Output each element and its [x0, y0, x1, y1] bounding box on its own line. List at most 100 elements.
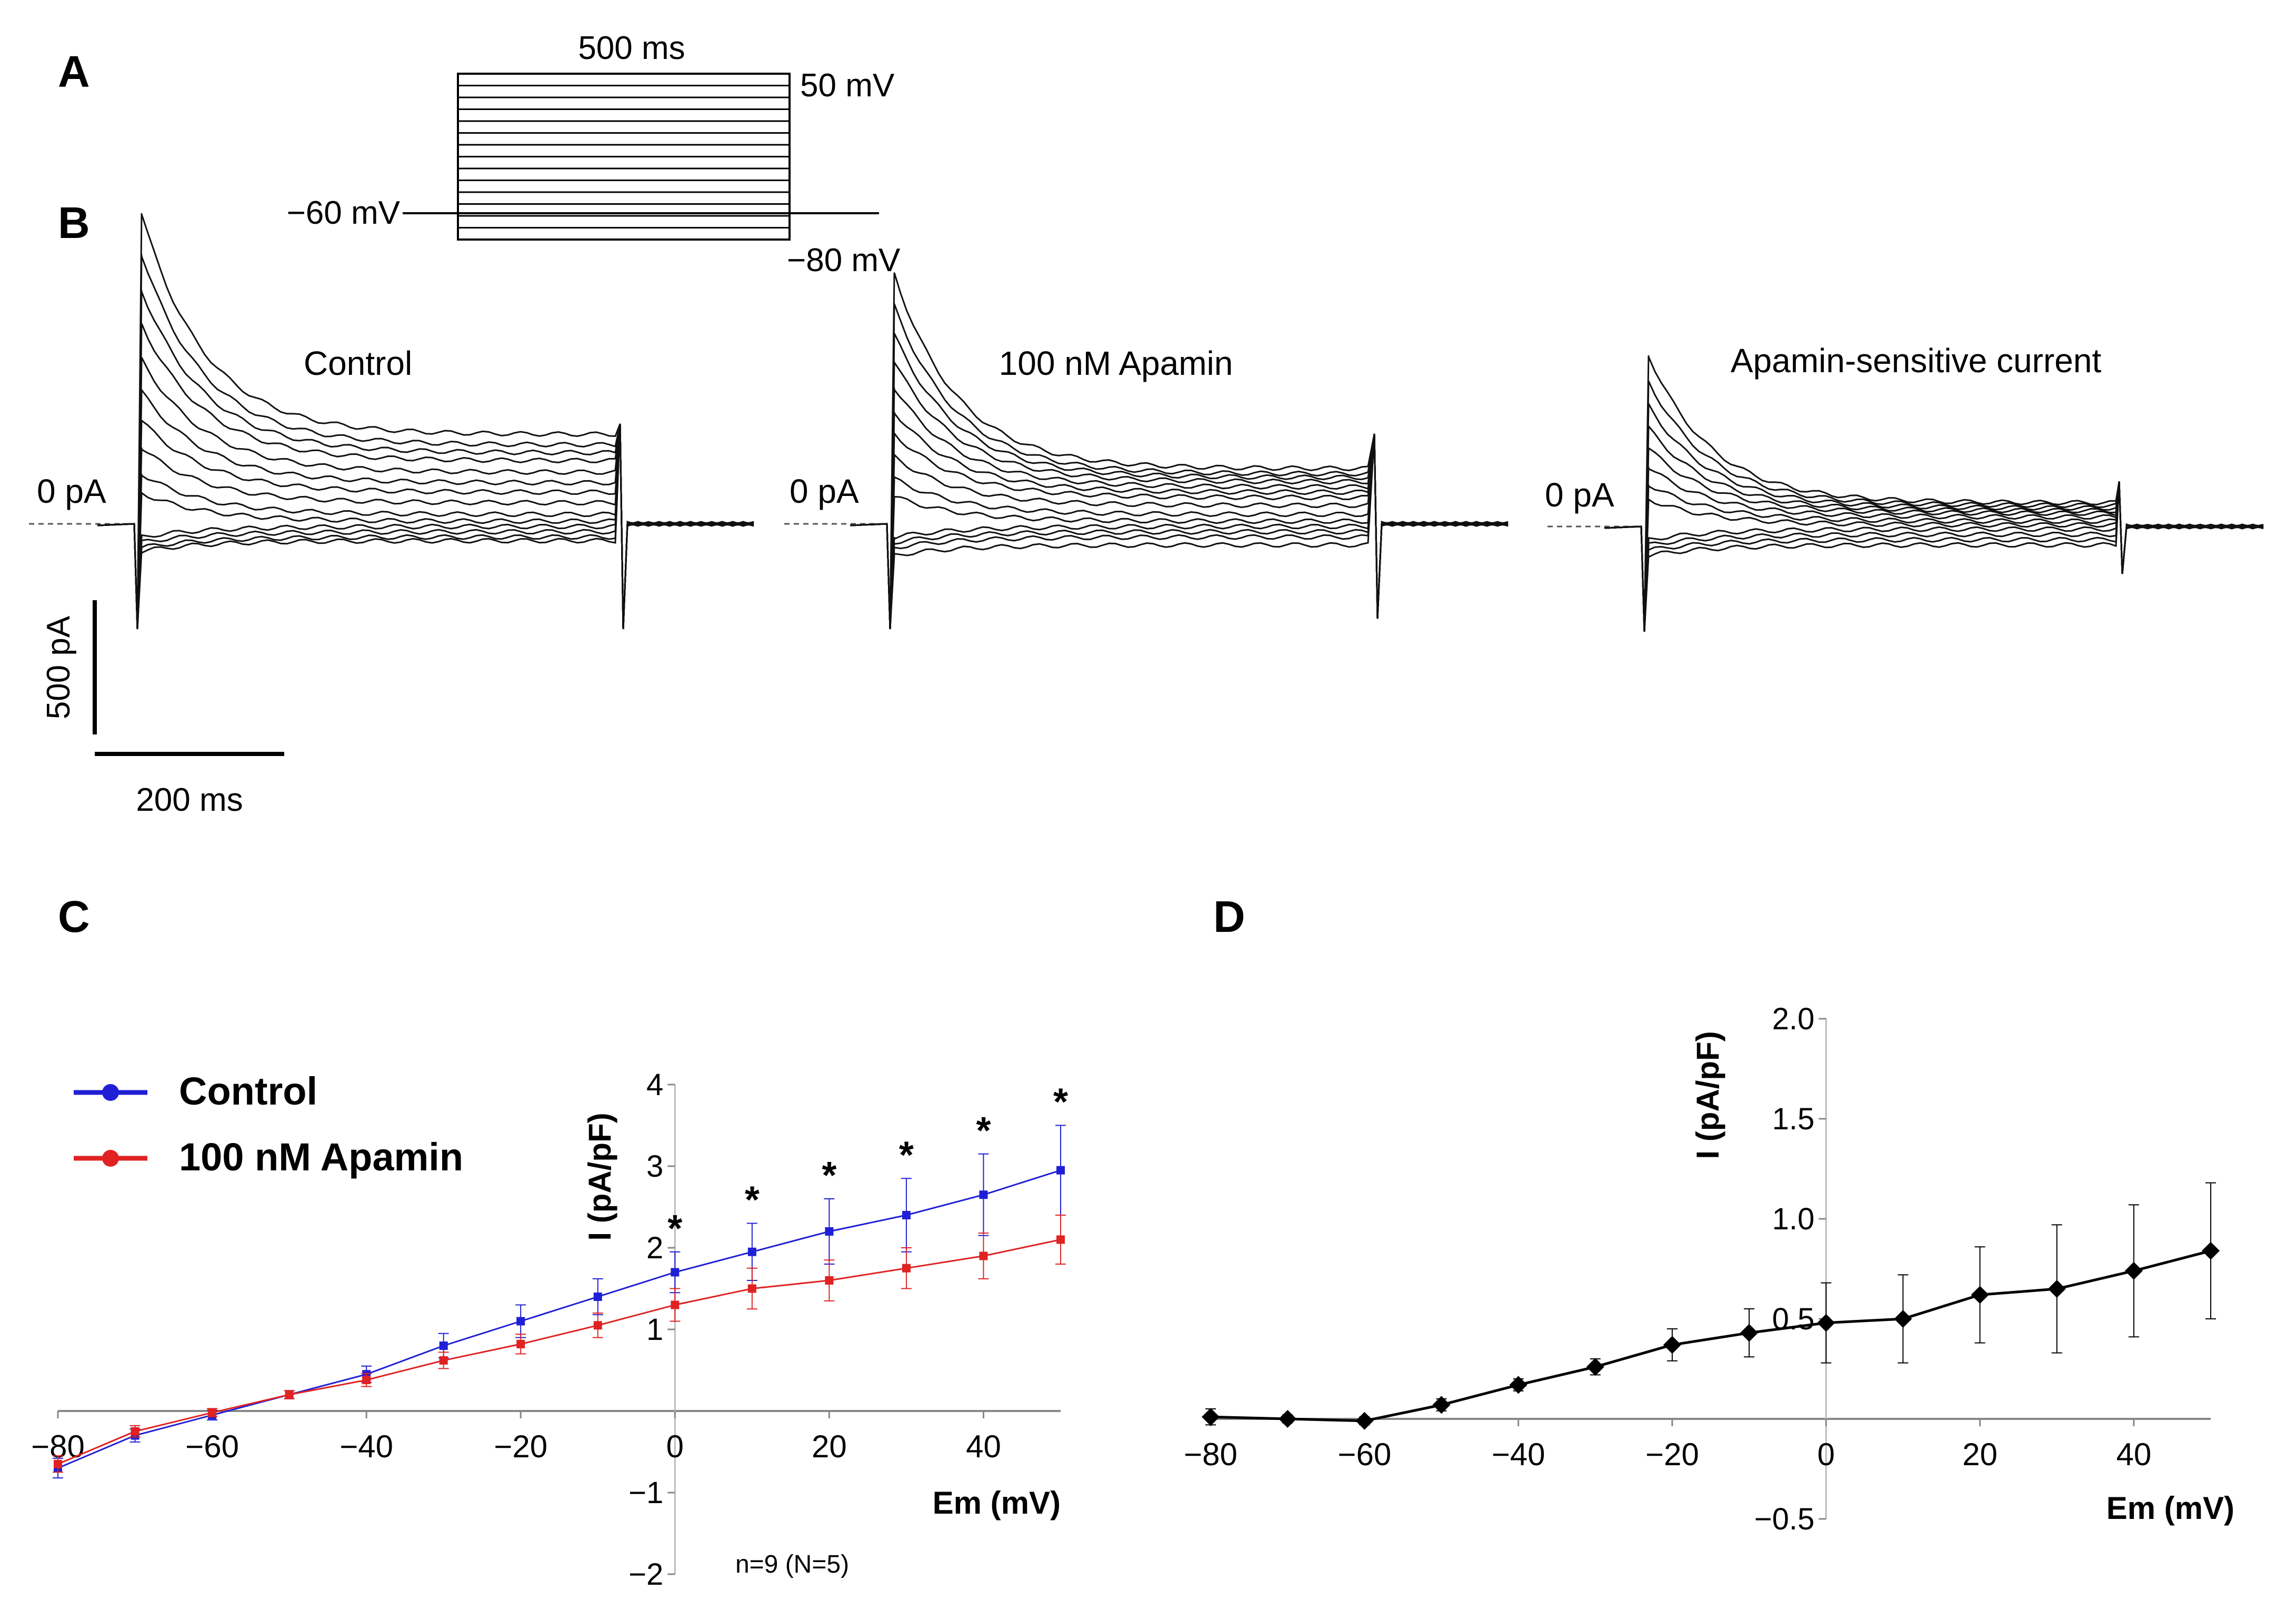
data-point	[2048, 1280, 2066, 1298]
x-tick-label: 20	[812, 1429, 847, 1464]
data-point	[1894, 1310, 1912, 1328]
scalebar-y-label: 500 pA	[41, 615, 77, 719]
data-point	[1509, 1376, 1528, 1394]
x-tick-label: −20	[494, 1429, 547, 1464]
y-tick-label: 3	[646, 1149, 663, 1184]
y-tick-label: 1.5	[1772, 1102, 1815, 1136]
protocol-top-label: 50 mV	[800, 67, 895, 104]
data-point	[131, 1427, 139, 1436]
panel-d-letter: D	[1213, 892, 1245, 941]
x-tick-label: 20	[1962, 1437, 1998, 1472]
trace-control	[97, 423, 754, 630]
data-point	[1586, 1358, 1604, 1376]
y-tick-label: 4	[646, 1068, 663, 1102]
significance-star: *	[745, 1179, 760, 1221]
data-point	[208, 1408, 217, 1417]
x-axis-label: Em (mV)	[933, 1485, 1061, 1520]
data-point	[516, 1317, 525, 1326]
significance-star: *	[667, 1208, 682, 1250]
x-tick-label: 40	[2116, 1437, 2151, 1472]
data-point	[1056, 1235, 1065, 1244]
series-line-1	[57, 1239, 1061, 1465]
data-point	[2124, 1261, 2143, 1280]
zero-label-sensitive: 0 pA	[1545, 476, 1614, 514]
data-point	[439, 1356, 448, 1365]
data-point	[1817, 1314, 1835, 1332]
y-tick-label: 1	[646, 1313, 663, 1347]
panel-a-letter: A	[58, 47, 90, 96]
legend-marker-control	[102, 1084, 119, 1101]
data-point	[439, 1341, 448, 1350]
data-point	[593, 1293, 602, 1301]
scalebar-x-label: 200 ms	[136, 782, 243, 818]
data-point	[671, 1268, 680, 1277]
x-tick-label: −40	[1492, 1437, 1545, 1472]
data-point	[54, 1459, 62, 1468]
y-tick-label: 2	[646, 1231, 663, 1265]
series-line-0	[1210, 1249, 2211, 1423]
trace-sensitive	[1604, 424, 2264, 632]
x-tick-label: 40	[966, 1429, 1001, 1464]
data-point	[825, 1227, 834, 1236]
y-tick-label: 2.0	[1772, 1002, 1815, 1036]
trace-apamin	[850, 303, 1509, 630]
y-axis-label: I (pA/pF)	[1690, 1031, 1725, 1159]
y-tick-label: 1.0	[1772, 1202, 1815, 1236]
data-point	[747, 1247, 756, 1256]
legend-marker-apamin	[102, 1150, 119, 1167]
x-tick-label: 0	[1818, 1437, 1835, 1472]
protocol-holding-label: −60 mV	[287, 195, 401, 231]
trace-sensitive	[1604, 466, 2264, 632]
y-tick-label: 0.5	[1772, 1302, 1815, 1336]
legend-label-apamin: 100 nM Apamin	[179, 1135, 463, 1179]
voltage-protocol	[403, 73, 879, 241]
legend-label-control: Control	[179, 1069, 317, 1113]
data-point	[1279, 1410, 1297, 1428]
trace-apamin	[850, 272, 1509, 630]
data-point	[1971, 1286, 1989, 1304]
data-point	[2202, 1241, 2220, 1260]
trace-apamin	[850, 412, 1509, 630]
significance-star: *	[899, 1134, 914, 1176]
y-tick-label: −0.5	[1754, 1502, 1815, 1536]
current-traces	[29, 213, 2264, 632]
data-point	[1740, 1324, 1759, 1342]
data-point	[979, 1251, 988, 1260]
trace-title-apamin: 100 nM Apamin	[999, 344, 1233, 382]
trace-title-control: Control	[304, 344, 412, 382]
iv-chart-control-vs-apamin: Control 100 nM Apamin I (pA/pF) Em (mV) …	[31, 1068, 1068, 1592]
data-point	[1355, 1412, 1374, 1430]
trace-control	[97, 290, 754, 630]
data-point	[747, 1284, 756, 1293]
sample-size-note: n=9 (N=5)	[735, 1551, 849, 1578]
data-point	[671, 1300, 680, 1309]
significance-star: *	[822, 1155, 836, 1197]
trace-sensitive	[1604, 481, 2264, 632]
data-point	[902, 1211, 911, 1219]
panel-b-letter: B	[58, 198, 90, 247]
trace-control	[97, 357, 754, 630]
significance-star: *	[976, 1110, 991, 1152]
data-point	[1056, 1166, 1065, 1175]
trace-sensitive	[1604, 355, 2264, 632]
x-tick-label: 0	[666, 1429, 684, 1464]
data-point	[1432, 1396, 1451, 1414]
data-point	[825, 1276, 834, 1285]
x-tick-label: −40	[340, 1429, 393, 1464]
data-point	[593, 1321, 602, 1330]
data-point	[1202, 1408, 1220, 1426]
x-tick-label: −60	[185, 1429, 239, 1464]
trace-apamin	[850, 433, 1509, 630]
trace-control	[97, 254, 754, 630]
iv-chart-apamin-sensitive: I (pA/pF) Em (mV) −80 −60 −40 −20 0 20 40 −0.5 0…	[1184, 1002, 2234, 1536]
trace-control	[97, 387, 754, 630]
protocol-bottom-label: −80 mV	[787, 242, 901, 279]
zero-label-control: 0 pA	[37, 472, 106, 510]
x-axis-label: Em (mV)	[2107, 1490, 2234, 1526]
data-point	[362, 1376, 371, 1385]
y-tick-label: −2	[628, 1557, 663, 1592]
x-tick-label: −20	[1645, 1437, 1699, 1472]
data-point	[1663, 1336, 1681, 1354]
trace-apamin	[850, 387, 1509, 630]
